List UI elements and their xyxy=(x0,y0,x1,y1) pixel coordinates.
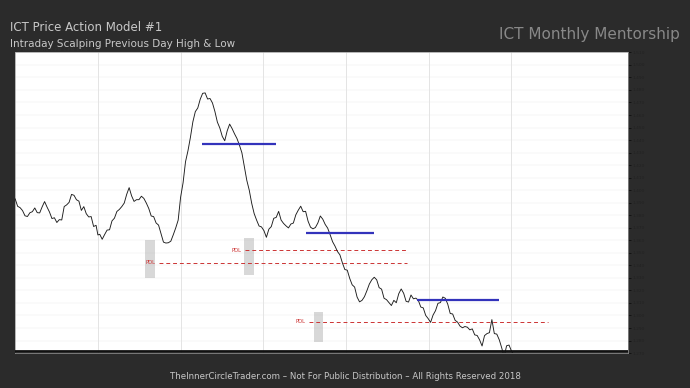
Bar xyxy=(313,312,324,342)
Bar xyxy=(145,240,155,278)
Text: PDL: PDL xyxy=(146,260,155,265)
Text: Intraday Scalping Previous Day High & Low: Intraday Scalping Previous Day High & Lo… xyxy=(10,39,235,49)
Text: PDL: PDL xyxy=(295,319,306,324)
Text: @ GBPUSD,H1  L:PM  L:PM  L:PM  L:PM: @ GBPUSD,H1 L:PM L:PM L:PM L:PM xyxy=(17,47,100,52)
Text: TheInnerCircleTrader.com – Not For Public Distribution – All Rights Reserved 201: TheInnerCircleTrader.com – Not For Publi… xyxy=(170,372,520,381)
Text: PDL: PDL xyxy=(231,248,241,253)
Text: ICT Monthly Mentorship: ICT Monthly Mentorship xyxy=(499,27,680,42)
Text: ICT Price Action Model #1: ICT Price Action Model #1 xyxy=(10,21,163,35)
Bar xyxy=(244,238,254,275)
